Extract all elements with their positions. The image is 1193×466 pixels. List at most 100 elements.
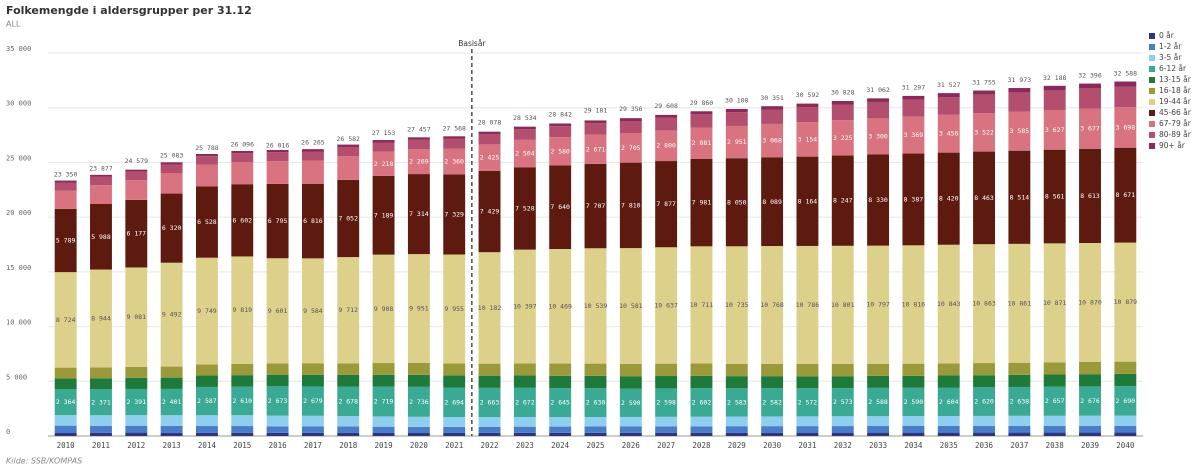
bar-segment (655, 363, 678, 377)
bar-segment (266, 161, 289, 184)
bar-segment (655, 416, 678, 427)
bar-segment (690, 375, 713, 389)
segment-label: 2 676 (1080, 397, 1100, 405)
bar-segment (160, 162, 183, 165)
segment-label: 2 663 (480, 398, 500, 406)
bar-segment (1008, 425, 1031, 433)
bar-segment (1079, 386, 1101, 416)
bar-segment (196, 375, 218, 387)
segment-label: 2 679 (303, 397, 323, 405)
bar-segment (266, 415, 289, 427)
total-label: 29 860 (690, 99, 714, 107)
bar-segment (584, 363, 607, 376)
bar-segment (902, 432, 925, 436)
segment-label: 10 871 (1043, 299, 1067, 307)
bar-segment (549, 426, 572, 433)
legend-swatch (1149, 99, 1155, 105)
segment-label: 2 588 (868, 398, 888, 406)
total-label: 27 568 (442, 124, 466, 132)
bar-segment (690, 416, 713, 427)
bar-segment (90, 425, 112, 433)
bar-segment (301, 151, 324, 161)
x-tick-label: 2025 (586, 441, 604, 450)
bar-segment (160, 377, 183, 389)
bar-segment (266, 258, 289, 364)
bar-segment (584, 134, 607, 164)
total-label: 26 016 (266, 141, 290, 149)
total-label: 31 527 (937, 81, 961, 89)
bar-segment (1008, 386, 1031, 416)
bar-segment (796, 106, 819, 123)
bar-segment (690, 432, 713, 436)
segment-label: 6 602 (232, 216, 252, 224)
bar-segment (301, 374, 324, 387)
segment-label: 10 870 (1078, 298, 1102, 306)
bar-segment (761, 123, 784, 158)
bar-segment (90, 174, 112, 177)
total-label: 23 877 (89, 165, 113, 173)
bar-segment (1114, 361, 1137, 374)
bar-segment (937, 363, 960, 376)
legend-swatch (1149, 66, 1155, 72)
bar-segment (443, 148, 466, 175)
bar-segment (513, 417, 536, 427)
bar-segment (796, 388, 819, 417)
segment-label: 7 189 (374, 211, 394, 219)
bar-segment (831, 120, 854, 156)
bar-segment (372, 140, 395, 143)
total-label: 30 592 (796, 91, 820, 99)
bar-segment (231, 153, 254, 162)
bar-segment (54, 182, 77, 191)
segment-label: 3 225 (833, 134, 853, 142)
x-tick-label: 2035 (940, 441, 958, 450)
bar-segment (619, 120, 642, 134)
total-label: 23 350 (54, 170, 78, 178)
segment-label: 2 736 (409, 398, 429, 406)
bar-segment (372, 432, 395, 436)
x-tick-label: 2027 (657, 441, 675, 450)
bar-segment (584, 432, 607, 436)
bar-segment (973, 151, 995, 245)
bar-segment (513, 426, 536, 433)
segment-label: 8 089 (762, 198, 782, 206)
bar-segment (407, 432, 430, 436)
bar-segment (513, 387, 536, 418)
segment-label: 2 587 (197, 397, 217, 405)
bar-segment (549, 123, 572, 127)
bar-segment (1008, 243, 1031, 363)
bar-segment (513, 129, 536, 140)
bar-segment (584, 416, 607, 427)
segment-label: 8 944 (91, 314, 111, 322)
bar-segment (761, 388, 784, 417)
y-tick-label: 15 000 (6, 264, 31, 272)
bar-segment (1008, 362, 1031, 375)
segment-label: 2 269 (409, 158, 429, 166)
bar-segment (266, 426, 289, 433)
bar-segment (973, 363, 995, 376)
segment-label: 2 881 (692, 139, 712, 147)
total-label: 30 351 (760, 94, 784, 102)
segment-label: 8 387 (904, 195, 924, 203)
bar-segment (725, 125, 748, 159)
segment-label: 10 397 (513, 303, 537, 311)
bar-segment (478, 131, 501, 135)
bar-segment (125, 267, 148, 367)
bar-segment (1008, 150, 1031, 244)
bar-segment (902, 99, 925, 117)
bar-segment (937, 114, 960, 153)
x-tick-label: 2011 (92, 441, 110, 450)
segment-label: 7 329 (444, 210, 464, 218)
segment-label: 3 522 (974, 128, 994, 136)
segment-label: 2 590 (904, 398, 924, 406)
bar-segment (902, 416, 925, 426)
bar-segment (937, 425, 960, 433)
segment-label: 9 081 (127, 313, 147, 321)
bar-segment (1114, 242, 1137, 362)
bar-segment (655, 161, 678, 248)
total-label: 29 356 (619, 105, 643, 113)
bar-segment (443, 426, 466, 433)
bar-segment (867, 432, 890, 436)
segment-label: 8 514 (1010, 193, 1030, 201)
bar-segment (337, 257, 360, 364)
